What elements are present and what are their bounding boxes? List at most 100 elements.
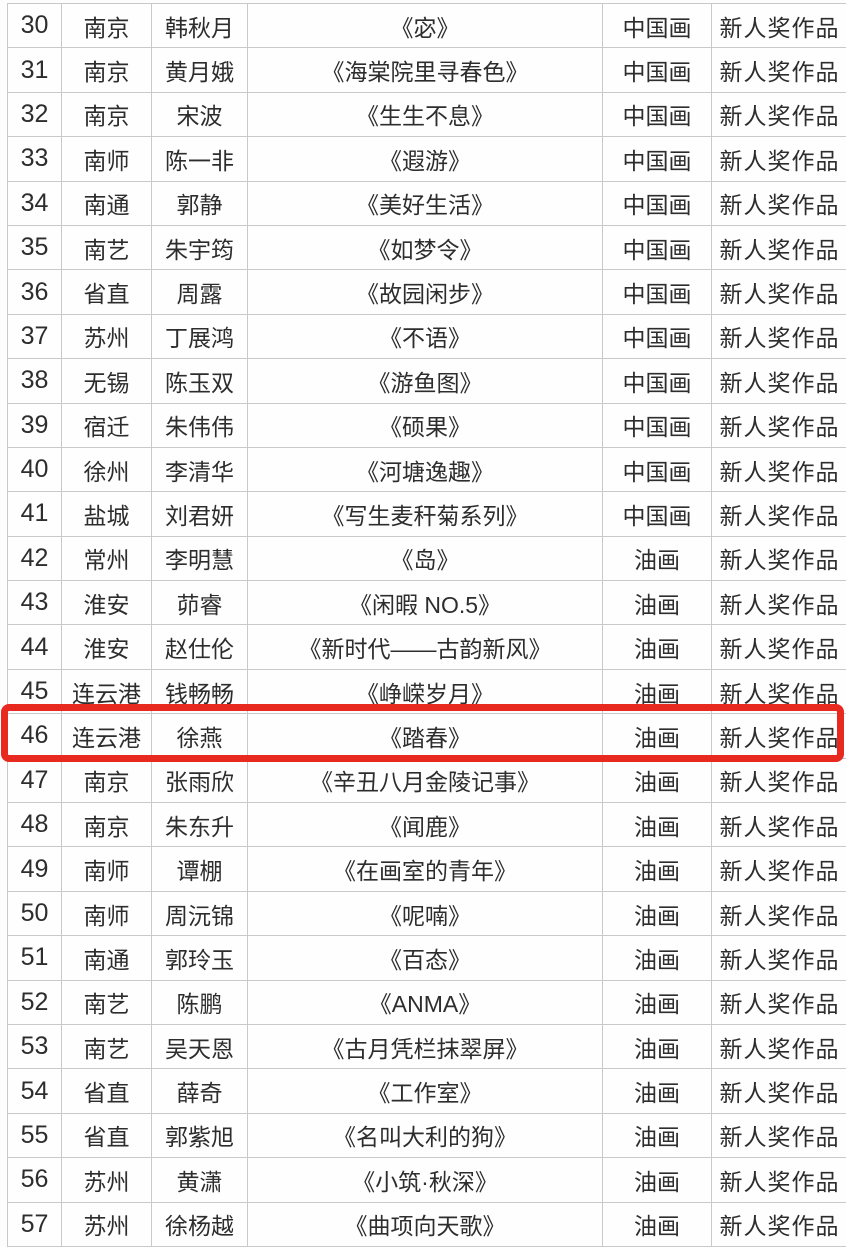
cell-category: 中国画 bbox=[603, 225, 712, 270]
table-row: 35 南艺 朱宇筠 《如梦令》 中国画 新人奖作品 bbox=[8, 225, 846, 271]
table-row: 55 省直 郭紫旭 《名叫大利的狗》 油画 新人奖作品 bbox=[8, 1113, 846, 1159]
cell-author: 陈玉双 bbox=[152, 359, 248, 403]
cell-category: 油画 bbox=[603, 581, 712, 625]
cell-number: 48 bbox=[8, 803, 62, 847]
table-row: 54 省直 薛奇 《工作室》 油画 新人奖作品 bbox=[8, 1069, 846, 1114]
cell-city: 淮安 bbox=[62, 625, 152, 669]
cell-artwork-title: 《生生不息》 bbox=[248, 92, 603, 137]
cell-city: 无锡 bbox=[62, 359, 152, 403]
cell-author: 朱伟伟 bbox=[152, 403, 248, 447]
cell-city: 省直 bbox=[62, 1069, 152, 1113]
cell-city: 南艺 bbox=[62, 980, 152, 1024]
table-row: 31 南京 黄月娥 《海棠院里寻春色》 中国画 新人奖作品 bbox=[8, 48, 846, 93]
cell-award: 新人奖作品 bbox=[719, 147, 840, 174]
cell-category: 中国画 bbox=[603, 447, 712, 492]
cell-award: 新人奖作品 bbox=[719, 1080, 840, 1107]
cell-number: 45 bbox=[8, 669, 62, 714]
table-row: 32 南京 宋波 《生生不息》 中国画 新人奖作品 bbox=[8, 92, 846, 138]
cell-artwork-title: 《名叫大利的狗》 bbox=[248, 1113, 603, 1158]
cell-city: 南艺 bbox=[62, 1024, 152, 1069]
cell-award: 新人奖作品 bbox=[719, 1213, 840, 1240]
cell-number: 41 bbox=[8, 492, 62, 536]
cell-award: 新人奖作品 bbox=[719, 591, 840, 618]
cell-award: 新人奖作品 bbox=[719, 1035, 840, 1062]
table-row: 37 苏州 丁展鸿 《不语》 中国画 新人奖作品 bbox=[8, 314, 846, 360]
table-row: 30 南京 韩秋月 《宓》 中国画 新人奖作品 bbox=[8, 4, 846, 49]
cell-city: 南师 bbox=[62, 847, 152, 891]
table-row: 36 省直 周露 《故园闲步》 中国画 新人奖作品 bbox=[8, 270, 846, 315]
cell-author: 谭棚 bbox=[152, 847, 248, 891]
cell-artwork-title: 《河塘逸趣》 bbox=[248, 447, 603, 492]
cell-number: 33 bbox=[8, 137, 62, 181]
cell-author: 周露 bbox=[152, 270, 248, 314]
cell-author: 韩秋月 bbox=[152, 4, 248, 48]
table-row: 34 南通 郭静 《美好生活》 中国画 新人奖作品 bbox=[8, 181, 846, 226]
cell-city: 苏州 bbox=[62, 314, 152, 359]
cell-category: 中国画 bbox=[603, 492, 712, 536]
cell-city: 盐城 bbox=[62, 492, 152, 536]
cell-award: 新人奖作品 bbox=[719, 902, 840, 929]
cell-city: 徐州 bbox=[62, 447, 152, 492]
cell-award: 新人奖作品 bbox=[719, 724, 840, 751]
cell-artwork-title: 《岛》 bbox=[248, 536, 603, 581]
table-row: 48 南京 朱东升 《闻鹿》 油画 新人奖作品 bbox=[8, 803, 846, 848]
cell-award: 新人奖作品 bbox=[719, 103, 840, 130]
cell-award: 新人奖作品 bbox=[719, 636, 840, 663]
cell-city: 苏州 bbox=[62, 1158, 152, 1202]
table-row: 46 连云港 徐燕 《踏春》 油画 新人奖作品 bbox=[8, 714, 846, 759]
cell-city: 连云港 bbox=[62, 669, 152, 714]
cell-category: 油画 bbox=[603, 980, 712, 1024]
cell-number: 57 bbox=[8, 1202, 62, 1246]
cell-number: 49 bbox=[8, 847, 62, 891]
cell-city: 淮安 bbox=[62, 581, 152, 625]
cell-category: 油画 bbox=[603, 847, 712, 891]
table-row: 40 徐州 李清华 《河塘逸趣》 中国画 新人奖作品 bbox=[8, 447, 846, 493]
cell-author: 朱东升 bbox=[152, 803, 248, 847]
cell-city: 南通 bbox=[62, 936, 152, 980]
cell-author: 薛奇 bbox=[152, 1069, 248, 1113]
cell-award: 新人奖作品 bbox=[719, 14, 840, 41]
cell-category: 中国画 bbox=[603, 314, 712, 359]
cell-award: 新人奖作品 bbox=[719, 59, 840, 86]
cell-category: 油画 bbox=[603, 714, 712, 758]
cell-category: 中国画 bbox=[603, 270, 712, 314]
table-row: 49 南师 谭棚 《在画室的青年》 油画 新人奖作品 bbox=[8, 847, 846, 892]
cell-award: 新人奖作品 bbox=[719, 813, 840, 840]
cell-artwork-title: 《美好生活》 bbox=[248, 181, 603, 225]
cell-category: 油画 bbox=[603, 803, 712, 847]
cell-number: 43 bbox=[8, 581, 62, 625]
cell-number: 32 bbox=[8, 92, 62, 137]
cell-artwork-title: 《小筑·秋深》 bbox=[248, 1158, 603, 1202]
cell-city: 南师 bbox=[62, 137, 152, 181]
cell-category: 中国画 bbox=[603, 92, 712, 137]
cell-city: 连云港 bbox=[62, 714, 152, 758]
cell-number: 42 bbox=[8, 536, 62, 581]
table-row: 44 淮安 赵仕伦 《新时代——古韵新风》 油画 新人奖作品 bbox=[8, 625, 846, 670]
cell-author: 朱宇筠 bbox=[152, 225, 248, 270]
cell-number: 31 bbox=[8, 48, 62, 92]
table-row: 33 南师 陈一非 《遐游》 中国画 新人奖作品 bbox=[8, 137, 846, 182]
cell-city: 苏州 bbox=[62, 1202, 152, 1246]
table-row: 52 南艺 陈鹏 《ANMA》 油画 新人奖作品 bbox=[8, 980, 846, 1025]
cell-city: 南京 bbox=[62, 92, 152, 137]
cell-number: 37 bbox=[8, 314, 62, 359]
cell-number: 47 bbox=[8, 758, 62, 803]
cell-category: 中国画 bbox=[603, 48, 712, 92]
cell-author: 陈鹏 bbox=[152, 980, 248, 1024]
table-row: 39 宿迁 朱伟伟 《硕果》 中国画 新人奖作品 bbox=[8, 403, 846, 448]
cell-artwork-title: 《游鱼图》 bbox=[248, 359, 603, 403]
table-row: 45 连云港 钱畅畅 《峥嵘岁月》 油画 新人奖作品 bbox=[8, 669, 846, 715]
cell-award: 新人奖作品 bbox=[719, 946, 840, 973]
cell-author: 郭紫旭 bbox=[152, 1113, 248, 1158]
cell-category: 中国画 bbox=[603, 403, 712, 447]
cell-author: 茆睿 bbox=[152, 581, 248, 625]
cell-award: 新人奖作品 bbox=[719, 1124, 840, 1151]
cell-number: 39 bbox=[8, 403, 62, 447]
cell-award: 新人奖作品 bbox=[719, 769, 840, 796]
cell-city: 南师 bbox=[62, 891, 152, 936]
cell-number: 44 bbox=[8, 625, 62, 669]
cell-artwork-title: 《故园闲步》 bbox=[248, 270, 603, 314]
cell-artwork-title: 《遐游》 bbox=[248, 137, 603, 181]
cell-category: 油画 bbox=[603, 625, 712, 669]
cell-author: 宋波 bbox=[152, 92, 248, 137]
